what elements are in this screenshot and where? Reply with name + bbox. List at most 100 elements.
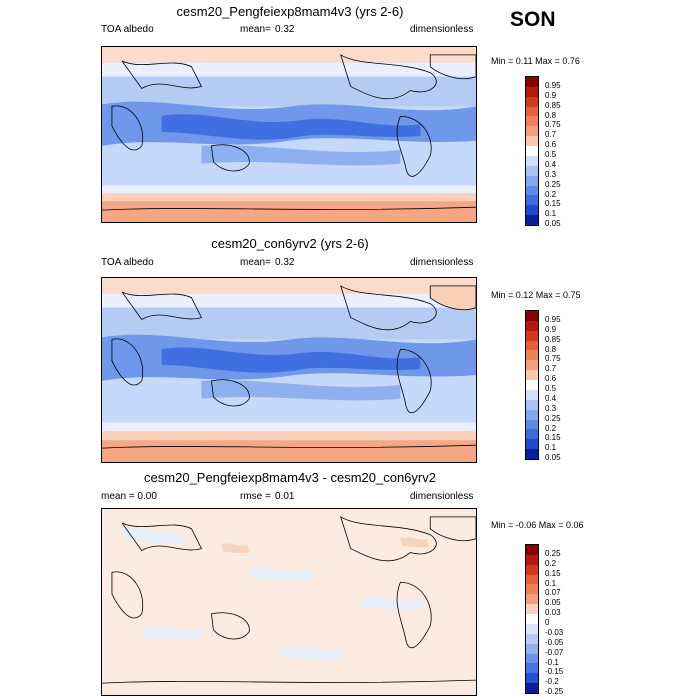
colorbar-tick-label: 0 <box>545 618 550 628</box>
colorbar-tick-label: 0.1 <box>545 443 557 453</box>
colorbar-tick-label: 0.15 <box>545 199 561 209</box>
panel1-units: dimensionless <box>410 24 474 35</box>
colorbar-swatch <box>526 205 538 216</box>
panel1-minmax: Min = 0.11 Max = 0.76 <box>491 56 580 66</box>
colorbar-swatch <box>526 311 538 322</box>
colorbar-swatch <box>526 545 538 556</box>
panel2-title: cesm20_con6yrv2 (yrs 2-6) <box>211 236 369 251</box>
panel3-colorbar <box>525 544 539 694</box>
panel3-map-svg <box>102 509 476 695</box>
panel1-colorbar <box>525 76 539 226</box>
colorbar-swatch <box>526 340 538 351</box>
colorbar-swatch <box>526 126 538 137</box>
panel2-map <box>101 277 477 463</box>
colorbar-tick-label: 0.3 <box>545 169 557 179</box>
colorbar-swatch <box>526 330 538 342</box>
panel3-title: cesm20_Pengfeiexp8mam4v3 - cesm20_con6yr… <box>144 470 436 485</box>
colorbar-swatch <box>526 389 538 401</box>
colorbar-tick-label: 0.85 <box>545 100 561 110</box>
colorbar-tick-label: 0.15 <box>545 433 561 443</box>
colorbar-tick-label: 0.03 <box>545 608 561 618</box>
colorbar-swatch <box>526 623 538 635</box>
colorbar-swatch <box>526 574 538 585</box>
panel1-mean-label: mean= <box>240 24 271 35</box>
colorbar-swatch <box>526 584 538 595</box>
panel3-map <box>101 508 477 696</box>
panel2-mean-value: 0.32 <box>275 257 295 268</box>
colorbar-swatch <box>526 419 538 430</box>
colorbar-swatch <box>526 136 538 147</box>
panel3-mean-label: mean = 0.00 <box>101 491 157 502</box>
panel2-units: dimensionless <box>410 257 474 268</box>
panel1-mean-value: 0.32 <box>275 24 295 35</box>
colorbar-swatch <box>526 116 538 127</box>
panel1-variable-label: TOA albedo <box>101 24 154 35</box>
colorbar-tick-label: 0.8 <box>545 344 557 354</box>
panel2-variable-label: TOA albedo <box>101 257 154 268</box>
colorbar-swatch <box>526 185 538 196</box>
colorbar-swatch <box>526 429 538 440</box>
colorbar-swatch <box>526 643 538 655</box>
colorbar-swatch <box>526 653 538 664</box>
colorbar-tick-label: -0.15 <box>545 667 564 677</box>
colorbar-tick-label: 0.1 <box>545 209 557 219</box>
colorbar-swatch <box>526 360 538 371</box>
colorbar-swatch <box>526 175 538 187</box>
colorbar-tick-label: 0.95 <box>545 81 561 90</box>
colorbar-tick-label: 0.6 <box>545 374 557 384</box>
colorbar-swatch <box>526 633 538 645</box>
colorbar-swatch <box>526 399 538 411</box>
panel3-rmse-value: 0.01 <box>275 491 295 502</box>
colorbar-swatch <box>526 215 538 226</box>
colorbar-swatch <box>526 370 538 381</box>
colorbar-swatch <box>526 320 538 332</box>
colorbar-tick-label: -0.05 <box>545 637 564 647</box>
panel2-mean-label: mean= <box>240 257 271 268</box>
colorbar-swatch <box>526 409 538 421</box>
colorbar-tick-label: 0.15 <box>545 568 561 578</box>
colorbar-swatch <box>526 380 538 391</box>
colorbar-swatch <box>526 146 538 157</box>
panel2-map-svg <box>102 278 476 462</box>
colorbar-tick-label: 0.9 <box>545 324 557 334</box>
colorbar-tick-label: 0.85 <box>545 334 561 344</box>
colorbar-tick-label: 0.4 <box>545 159 557 169</box>
colorbar-tick-label: 0.25 <box>545 549 561 558</box>
colorbar-tick-label: -0.03 <box>545 627 564 637</box>
colorbar-tick-label: 0.3 <box>545 403 557 413</box>
colorbar-swatch <box>526 106 538 117</box>
colorbar-tick-label: 0.8 <box>545 110 557 120</box>
panel1-map-svg <box>102 47 476 222</box>
colorbar-swatch <box>526 86 538 98</box>
season-label: SON <box>510 8 556 31</box>
colorbar-tick-label: 0.2 <box>545 423 557 433</box>
colorbar-tick-label: 0.1 <box>545 578 557 588</box>
colorbar-tick-label: 0.95 <box>545 315 561 324</box>
colorbar-tick-label: 0.75 <box>545 354 561 364</box>
colorbar-tick-label: 0.4 <box>545 393 557 403</box>
colorbar-tick-label: 0.05 <box>545 453 561 463</box>
colorbar-swatch <box>526 195 538 206</box>
colorbar-swatch <box>526 564 538 576</box>
colorbar-tick-label: 0.2 <box>545 558 557 568</box>
colorbar-tick-label: 0.5 <box>545 384 557 394</box>
colorbar-tick-label: 0.9 <box>545 90 557 100</box>
colorbar-tick-label: -0.2 <box>545 677 559 687</box>
colorbar-swatch <box>526 683 538 694</box>
colorbar-tick-label: 0.05 <box>545 598 561 608</box>
colorbar-tick-label: 0.7 <box>545 130 557 140</box>
colorbar-swatch <box>526 594 538 605</box>
colorbar-tick-label: -0.07 <box>545 647 564 657</box>
colorbar-tick-label: 0.05 <box>545 219 561 229</box>
panel3-rmse-label: rmse = <box>240 491 271 502</box>
colorbar-swatch <box>526 155 538 167</box>
panel1-title: cesm20_Pengfeiexp8mam4v3 (yrs 2-6) <box>176 4 404 19</box>
colorbar-swatch <box>526 439 538 450</box>
colorbar-tick-label: 0.7 <box>545 364 557 374</box>
colorbar-swatch <box>526 614 538 625</box>
panel3-units: dimensionless <box>410 491 474 502</box>
colorbar-tick-label: 0.2 <box>545 189 557 199</box>
colorbar-swatch <box>526 96 538 108</box>
colorbar-swatch <box>526 604 538 615</box>
colorbar-swatch <box>526 554 538 566</box>
